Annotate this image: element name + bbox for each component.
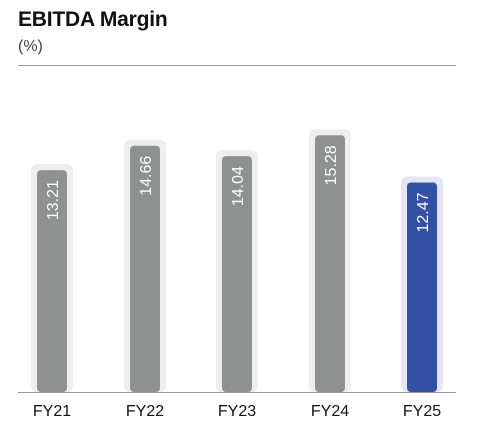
bar-highlight (407, 182, 437, 392)
bar-value-label: 13.21 (45, 180, 62, 220)
chart-unit-label: (%) (18, 38, 43, 55)
bar-value-label: 14.04 (230, 166, 247, 206)
bar (130, 145, 160, 392)
bar (315, 135, 345, 392)
bar-value-label: 12.47 (415, 192, 432, 232)
bar (222, 156, 252, 392)
bar (37, 170, 67, 392)
bar-value-label: 14.66 (138, 156, 155, 196)
category-label: FY25 (403, 403, 441, 420)
category-label: FY24 (311, 403, 349, 420)
title-divider (18, 65, 456, 66)
category-label: FY23 (218, 403, 256, 420)
bar-value-label: 15.28 (323, 145, 340, 185)
category-label: FY21 (33, 403, 71, 420)
chart-title: EBITDA Margin (18, 8, 168, 31)
category-label: FY22 (126, 403, 164, 420)
